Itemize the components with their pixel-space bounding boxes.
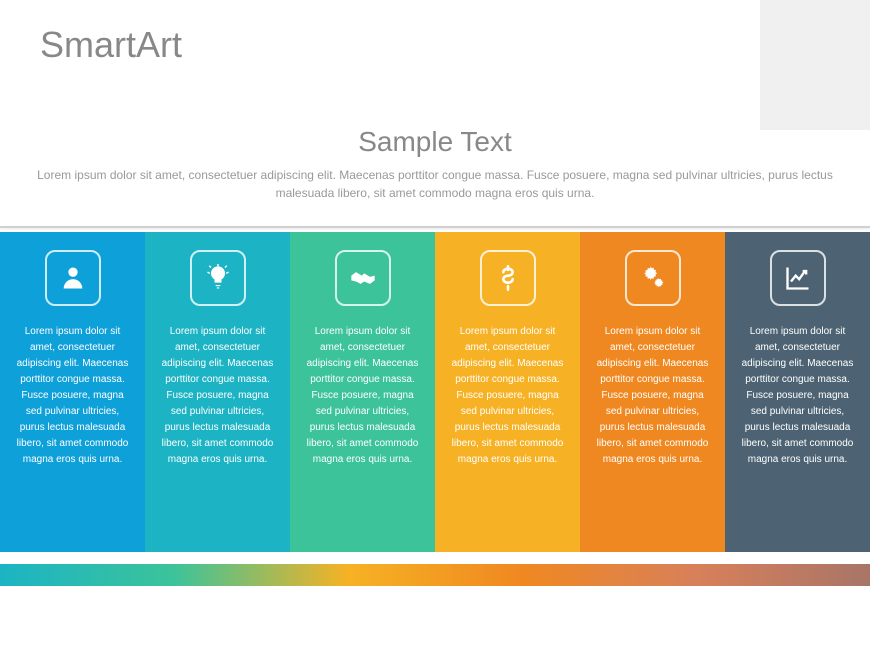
corner-block [760, 0, 870, 130]
column-0: Lorem ipsum dolor sit amet, consectetuer… [0, 232, 145, 552]
column-text: Lorem ipsum dolor sit amet, consectetuer… [10, 324, 135, 468]
column-text: Lorem ipsum dolor sit amet, consectetuer… [155, 324, 280, 468]
subtitle: Sample Text [30, 126, 840, 158]
column-text: Lorem ipsum dolor sit amet, consectetuer… [445, 324, 570, 468]
gradient-bar [0, 564, 870, 586]
columns-container: Lorem ipsum dolor sit amet, consectetuer… [0, 232, 870, 552]
column-text: Lorem ipsum dolor sit amet, consectetuer… [735, 324, 860, 468]
column-5: Lorem ipsum dolor sit amet, consectetuer… [725, 232, 870, 552]
chart-icon [770, 250, 826, 306]
column-1: Lorem ipsum dolor sit amet, consectetuer… [145, 232, 290, 552]
handshake-icon [335, 250, 391, 306]
gears-icon [625, 250, 681, 306]
column-text: Lorem ipsum dolor sit amet, consectetuer… [300, 324, 425, 468]
column-2: Lorem ipsum dolor sit amet, consectetuer… [290, 232, 435, 552]
column-4: Lorem ipsum dolor sit amet, consectetuer… [580, 232, 725, 552]
column-text: Lorem ipsum dolor sit amet, consectetuer… [590, 324, 715, 468]
subtitle-section: Sample Text Lorem ipsum dolor sit amet, … [0, 126, 870, 202]
dollar-icon [480, 250, 536, 306]
person-icon [45, 250, 101, 306]
description: Lorem ipsum dolor sit amet, consectetuer… [30, 166, 840, 202]
page-title: SmartArt [40, 24, 870, 66]
column-3: Lorem ipsum dolor sit amet, consectetuer… [435, 232, 580, 552]
divider [0, 226, 870, 228]
header: SmartArt [0, 0, 870, 66]
lightbulb-icon [190, 250, 246, 306]
